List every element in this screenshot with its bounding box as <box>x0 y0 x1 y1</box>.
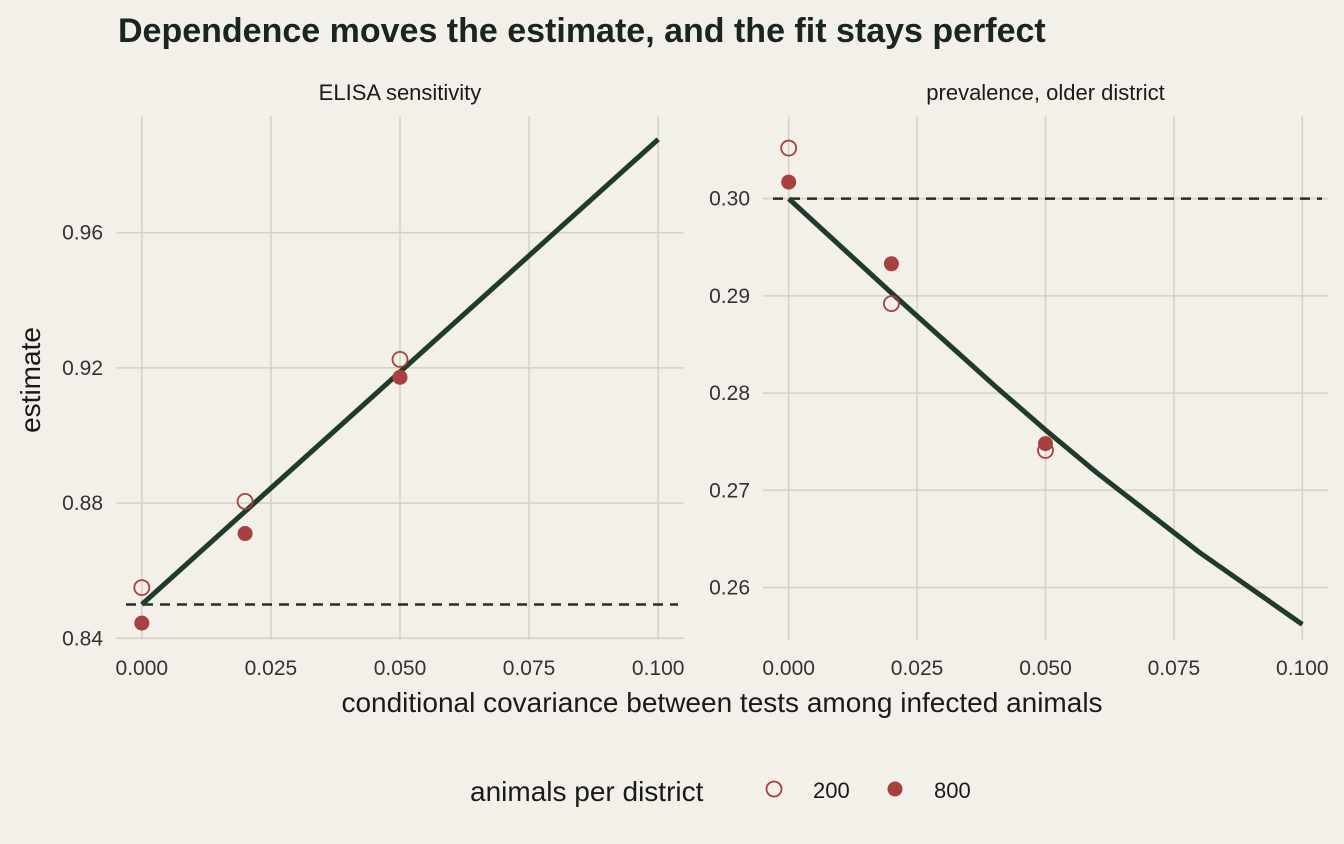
data-point-800 <box>134 615 150 631</box>
x-tick-label: 0.050 <box>1019 657 1072 680</box>
x-tick-label: 0.100 <box>632 657 685 680</box>
x-tick-label: 0.000 <box>762 657 815 680</box>
y-tick-label: 0.92 <box>62 357 103 380</box>
legend-key-open-icon <box>765 780 783 798</box>
panel-elisa-sensitivity: ELISA sensitivity 0.000 0.025 0.050 0.075 0.1… <box>62 80 684 680</box>
data-point-200 <box>133 579 151 596</box>
data-point-200 <box>391 351 409 368</box>
y-axis-title: estimate <box>15 327 46 433</box>
x-tick-label: 0.075 <box>503 657 556 680</box>
x-tick-label: 0.025 <box>245 657 298 680</box>
data-point-800 <box>781 174 797 190</box>
fitted-curve <box>787 196 1304 627</box>
data-point-200 <box>883 295 900 313</box>
x-axis-title: conditional covariance between tests amo… <box>341 687 1102 718</box>
data-point-800 <box>883 256 899 272</box>
y-tick-label: 0.84 <box>62 627 103 650</box>
data-point-800 <box>1038 436 1053 452</box>
x-tick-label: 0.050 <box>374 657 427 680</box>
y-tick-label: 0.27 <box>709 479 750 502</box>
data-point-800 <box>237 526 253 542</box>
legend-label-800: 800 <box>934 778 971 803</box>
panel-strip-label: ELISA sensitivity <box>319 80 482 105</box>
legend: animals per district 200 800 <box>470 776 971 807</box>
legend-title: animals per district <box>470 776 704 807</box>
y-tick-label: 0.29 <box>709 285 750 308</box>
panel-prevalence-older-district: prevalence, older district 0.000 0.025 0.05… <box>709 80 1328 680</box>
y-tick-label: 0.88 <box>62 492 103 515</box>
y-tick-label: 0.28 <box>709 382 750 405</box>
y-tick-label: 0.96 <box>62 222 103 245</box>
x-tick-label: 0.075 <box>1148 657 1201 680</box>
x-tick-label: 0.025 <box>891 657 944 680</box>
legend-key-filled-icon <box>887 781 903 797</box>
data-point-800 <box>392 369 408 385</box>
x-tick-label: 0.000 <box>116 657 169 680</box>
y-tick-label: 0.30 <box>709 188 750 211</box>
legend-label-200: 200 <box>813 778 850 803</box>
y-tick-label: 0.26 <box>709 577 750 600</box>
data-point-200 <box>780 139 798 157</box>
chart-title: Dependence moves the estimate, and the f… <box>118 12 1046 50</box>
panel-strip-label: prevalence, older district <box>926 80 1164 105</box>
data-point-200 <box>236 492 254 510</box>
x-tick-label: 0.100 <box>1276 657 1329 680</box>
